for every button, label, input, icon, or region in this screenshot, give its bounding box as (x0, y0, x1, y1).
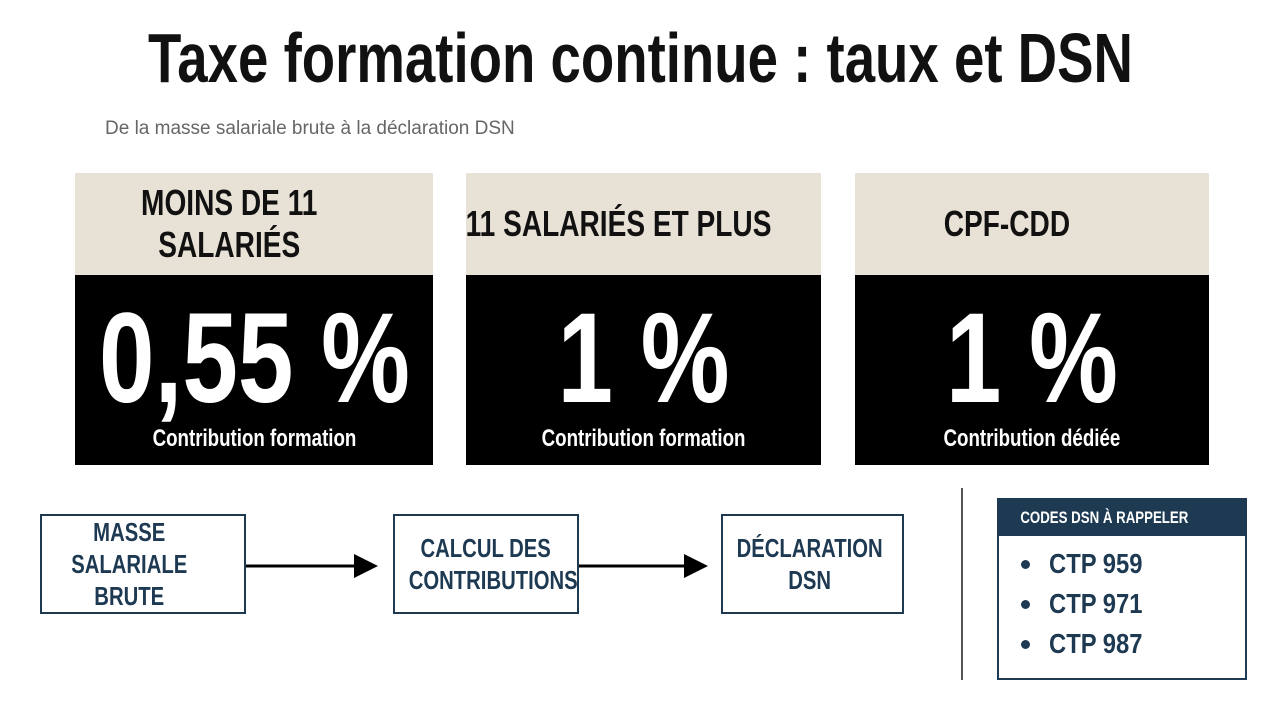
code-item: CTP 987 (1021, 624, 1159, 664)
title: Taxe formation continue : taux et DSN (0, 18, 1280, 98)
flow-label: DÉCLARATION DSN (736, 533, 883, 595)
subtitle: De la masse salariale brute à la déclara… (105, 118, 515, 139)
flow-node: CALCUL DES CONTRIBUTIONS (393, 514, 579, 614)
code-text: CTP 959 (1049, 548, 1143, 579)
card-body: 1 % Contribution formation (466, 275, 821, 465)
rate-card: MOINS DE 11 SALARIÉS 0,55 % Contribution… (75, 173, 433, 465)
title-text: Taxe formation continue : taux et DSN (147, 19, 1133, 97)
card-body: 0,55 % Contribution formation (75, 275, 433, 465)
card-rate: 1 % (557, 287, 730, 430)
flow-node: DÉCLARATION DSN (721, 514, 904, 614)
card-header: 11 SALARIÉS ET PLUS (466, 173, 821, 275)
card-caption: Contribution formation (152, 425, 356, 452)
card-label: CPF-CDD (943, 203, 1071, 244)
card-header: CPF-CDD (855, 173, 1209, 275)
flow-node: MASSE SALARIALE BRUTE (40, 514, 246, 614)
codes-list: CTP 959 CTP 971 CTP 987 (999, 544, 1159, 664)
card-rate: 0,55 % (98, 287, 410, 430)
code-item: CTP 959 (1021, 544, 1159, 584)
codes-title: CODES DSN À RAPPELER (1020, 508, 1189, 527)
flow-label: MASSE SALARIALE BRUTE (70, 517, 187, 611)
codes-box: CODES DSN À RAPPELER CTP 959 CTP 971 CTP… (997, 498, 1247, 680)
card-caption: Contribution dédiée (943, 425, 1121, 452)
code-text: CTP 987 (1049, 628, 1143, 659)
card-label: MOINS DE 11 SALARIÉS (140, 182, 317, 265)
code-item: CTP 971 (1021, 584, 1159, 624)
card-rate: 1 % (945, 287, 1119, 430)
codes-header: CODES DSN À RAPPELER (999, 500, 1245, 536)
card-label: 11 SALARIÉS ET PLUS (465, 203, 772, 244)
rate-card: CPF-CDD 1 % Contribution dédiée (855, 173, 1209, 465)
flow-label: CALCUL DES CONTRIBUTIONS (409, 533, 579, 595)
code-text: CTP 971 (1049, 588, 1143, 619)
card-body: 1 % Contribution dédiée (855, 275, 1209, 465)
card-header: MOINS DE 11 SALARIÉS (75, 173, 433, 275)
card-caption: Contribution formation (541, 425, 746, 452)
rate-card: 11 SALARIÉS ET PLUS 1 % Contribution for… (466, 173, 821, 465)
